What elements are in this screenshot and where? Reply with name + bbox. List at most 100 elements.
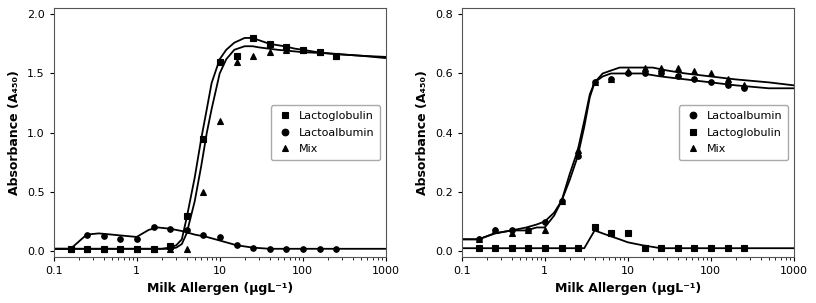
Lactoglobulin (557, 246, 566, 250)
Lactoalbumin (672, 75, 682, 78)
Lactoalbumin (115, 238, 125, 241)
Lactoalbumin (507, 229, 517, 232)
Mix (66, 247, 76, 251)
Lactoglobulin (738, 246, 748, 250)
Lactoalbumin (232, 243, 242, 247)
Mix (115, 247, 125, 251)
Lactoglobulin (315, 50, 325, 54)
Lactoalbumin (523, 229, 533, 232)
Lactoalbumin (474, 238, 484, 241)
Lactoalbumin (99, 234, 109, 238)
Lactoalbumin (182, 228, 192, 232)
Lactoglobulin (165, 245, 175, 248)
Lactoglobulin (539, 246, 549, 250)
Lactoglobulin (573, 246, 583, 250)
Line: Lactoalbumin: Lactoalbumin (476, 71, 747, 242)
Mix (606, 78, 616, 81)
X-axis label: Milk Allergen (μgL⁻¹): Milk Allergen (μgL⁻¹) (555, 282, 701, 295)
Mix (99, 247, 109, 251)
Mix (623, 69, 632, 72)
Lactoalbumin (282, 247, 291, 251)
Lactoalbumin (590, 81, 600, 84)
Lactoglobulin (198, 137, 208, 141)
Line: Lactoalbumin: Lactoalbumin (68, 225, 339, 251)
Lactoglobulin (656, 246, 666, 250)
Mix (131, 247, 141, 251)
Lactoglobulin (82, 247, 91, 251)
Y-axis label: Absorbance (A₄₅₀): Absorbance (A₄₅₀) (8, 70, 21, 195)
Mix (165, 247, 175, 251)
Lactoglobulin (672, 246, 682, 250)
Mix (490, 229, 499, 232)
Lactoalbumin (606, 78, 616, 81)
Mix (672, 66, 682, 69)
Mix (723, 78, 733, 81)
Line: Lactoglobulin: Lactoglobulin (68, 35, 339, 251)
Lactoalbumin (215, 235, 224, 239)
Lactoglobulin (330, 54, 340, 58)
Lactoglobulin (182, 214, 192, 218)
Mix (738, 84, 748, 87)
Lactoglobulin (149, 247, 158, 251)
Mix (706, 72, 716, 75)
Lactoalbumin (723, 84, 733, 87)
Lactoglobulin (490, 246, 499, 250)
Lactoalbumin (656, 72, 666, 75)
Lactoalbumin (165, 227, 175, 231)
Lactoalbumin (690, 78, 699, 81)
Lactoglobulin (523, 246, 533, 250)
Mix (264, 50, 274, 54)
Lactoalbumin (557, 199, 566, 203)
Mix (149, 247, 158, 251)
Mix (539, 229, 549, 232)
Lactoalbumin (131, 238, 141, 241)
X-axis label: Milk Allergen (μgL⁻¹): Milk Allergen (μgL⁻¹) (147, 282, 293, 295)
Lactoalbumin (298, 247, 308, 251)
Line: Lactoglobulin: Lactoglobulin (476, 225, 747, 251)
Lactoalbumin (623, 72, 632, 75)
Lactoglobulin (99, 247, 109, 251)
Lactoglobulin (264, 42, 274, 46)
Lactoalbumin (248, 246, 258, 249)
Lactoglobulin (640, 246, 650, 250)
Mix (82, 247, 91, 251)
Mix (248, 54, 258, 58)
Lactoglobulin (298, 48, 308, 52)
Lactoalbumin (198, 233, 208, 236)
Mix (507, 231, 517, 235)
Lactoalbumin (315, 247, 325, 251)
Lactoglobulin (623, 231, 632, 235)
Lactoalbumin (82, 233, 91, 236)
Mix (282, 48, 291, 52)
Lactoalbumin (738, 86, 748, 90)
Mix (315, 50, 325, 54)
Legend: Lactoalbumin, Lactoglobulin, Mix: Lactoalbumin, Lactoglobulin, Mix (679, 105, 788, 160)
Lactoglobulin (232, 54, 242, 58)
Lactoglobulin (66, 247, 76, 251)
Lactoalbumin (264, 247, 274, 251)
Lactoalbumin (330, 247, 340, 251)
Lactoglobulin (282, 46, 291, 49)
Lactoalbumin (149, 226, 158, 229)
Lactoglobulin (690, 246, 699, 250)
Lactoglobulin (131, 247, 141, 251)
Lactoglobulin (474, 246, 484, 250)
Mix (198, 190, 208, 194)
Lactoalbumin (490, 229, 499, 232)
Line: Mix: Mix (476, 65, 747, 242)
Lactoglobulin (590, 226, 600, 229)
Mix (590, 81, 600, 84)
Mix (557, 199, 566, 203)
Lactoalbumin (539, 220, 549, 223)
Mix (330, 54, 340, 58)
Mix (640, 66, 650, 69)
Lactoalbumin (66, 247, 76, 251)
Line: Mix: Mix (68, 47, 339, 251)
Lactoalbumin (573, 155, 583, 158)
Lactoalbumin (706, 81, 716, 84)
Lactoglobulin (723, 246, 733, 250)
Lactoglobulin (115, 247, 125, 251)
Mix (182, 247, 192, 251)
Lactoglobulin (507, 246, 517, 250)
Lactoglobulin (248, 36, 258, 40)
